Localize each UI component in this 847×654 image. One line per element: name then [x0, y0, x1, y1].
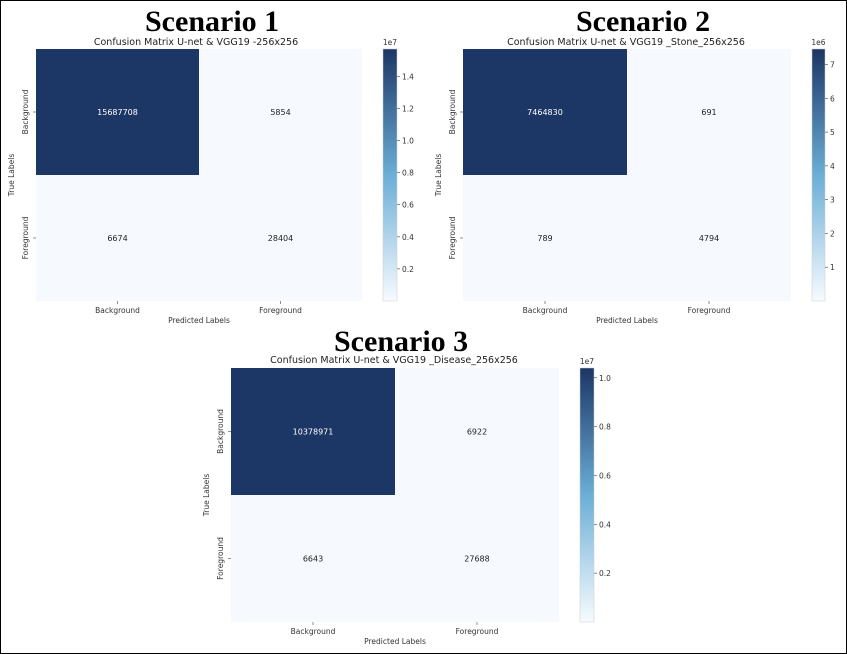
colorbar-tick-label: 0.2	[402, 265, 414, 274]
y-axis-label: True Labels	[7, 154, 16, 198]
chart-1: Confusion Matrix U-net & VGG19 -256x256 1…	[7, 37, 414, 325]
colorbar-tick-label: 0.8	[402, 169, 414, 178]
matrix-cell-0-0	[231, 368, 395, 495]
colorbar-tick-label: 0.6	[599, 471, 611, 480]
colorbar-tick-label: 7	[830, 61, 835, 70]
matrix-cell-1-0	[463, 175, 627, 301]
matrix-cell-0-0	[463, 49, 627, 175]
cell-value-label: 27688	[464, 555, 489, 564]
colorbar-tick-label: 2	[830, 229, 835, 238]
matrix-cell-0-0	[36, 49, 199, 175]
colorbar-tick-label: 1.0	[599, 374, 611, 383]
colorbar-multiplier: 1e7	[580, 357, 594, 366]
matrix-cell-0-1	[199, 49, 362, 175]
x-tick-label: Background	[95, 306, 140, 315]
cell-value-label: 5854	[270, 108, 290, 117]
cell-value-label: 6674	[107, 234, 127, 243]
matrix-cell-1-0	[36, 175, 199, 301]
colorbar-tick-label: 3	[830, 196, 835, 205]
y-tick-label: Background	[216, 409, 225, 454]
colorbar-tick-label: 1.2	[402, 104, 414, 113]
colorbar-tick-label: 4	[830, 162, 835, 171]
y-tick-label: Background	[448, 89, 457, 134]
x-tick-label: Background	[291, 627, 336, 636]
x-tick-label: Background	[523, 306, 568, 315]
x-tick-label: Foreground	[259, 306, 302, 315]
colorbar	[579, 367, 595, 623]
y-axis-label: True Labels	[434, 154, 443, 198]
cell-value-label: 691	[701, 108, 716, 117]
cell-value-label: 15687708	[97, 108, 138, 117]
cell-value-label: 10378971	[293, 428, 334, 437]
colorbar-tick-label: 0.6	[402, 201, 414, 210]
chart-title: Confusion Matrix U-net & VGG19 _Disease_…	[270, 355, 518, 366]
colorbar	[382, 48, 398, 302]
colorbar-tick-label: 0.2	[599, 569, 611, 578]
colorbar-tick-label: 0.8	[599, 423, 611, 432]
colorbar-tick-label: 1.4	[402, 72, 414, 81]
colorbar-tick-label: 5	[830, 128, 835, 137]
cell-value-label: 7464830	[527, 108, 563, 117]
colorbar-multiplier: 1e7	[383, 38, 397, 47]
colorbar-tick-label: 1.0	[402, 136, 414, 145]
matrix-cell-1-1	[627, 175, 791, 301]
x-tick-label: Foreground	[456, 627, 499, 636]
matrix-cell-0-1	[395, 368, 559, 495]
scenario-2-title: Scenario 2	[576, 5, 711, 38]
matrix-cell-0-1	[627, 49, 791, 175]
colorbar	[811, 48, 826, 302]
matrix-cell-1-1	[395, 495, 559, 622]
cell-value-label: 28404	[268, 234, 293, 243]
cell-value-label: 4794	[699, 234, 719, 243]
colorbar-tick-label: 6	[830, 94, 835, 103]
scenario-1-title: Scenario 1	[145, 5, 280, 38]
x-tick-label: Foreground	[688, 306, 731, 315]
y-axis-label: True Labels	[202, 474, 211, 518]
chart-3: Confusion Matrix U-net & VGG19 _Disease_…	[202, 355, 611, 646]
cell-value-label: 789	[537, 234, 552, 243]
y-tick-label: Background	[21, 89, 30, 134]
cell-value-label: 6922	[467, 428, 487, 437]
colorbar-tick-label: 0.4	[402, 233, 414, 242]
x-axis-label: Predicted Labels	[596, 316, 658, 325]
chart-title: Confusion Matrix U-net & VGG19 _Stone_25…	[507, 37, 745, 48]
y-tick-label: Foreground	[21, 216, 30, 259]
y-tick-label: Foreground	[448, 216, 457, 259]
y-tick-label: Foreground	[216, 537, 225, 580]
x-axis-label: Predicted Labels	[364, 637, 426, 646]
colorbar-tick-label: 0.4	[599, 520, 611, 529]
chart-2: Confusion Matrix U-net & VGG19 _Stone_25…	[434, 37, 835, 325]
chart-title: Confusion Matrix U-net & VGG19 -256x256	[94, 37, 298, 48]
colorbar-multiplier: 1e6	[811, 38, 825, 47]
scenario-3-title: Scenario 3	[334, 325, 469, 358]
x-axis-label: Predicted Labels	[168, 316, 230, 325]
matrix-cell-1-1	[199, 175, 362, 301]
matrix-cell-1-0	[231, 495, 395, 622]
colorbar-tick-label: 1	[830, 263, 835, 272]
cell-value-label: 6643	[303, 555, 323, 564]
